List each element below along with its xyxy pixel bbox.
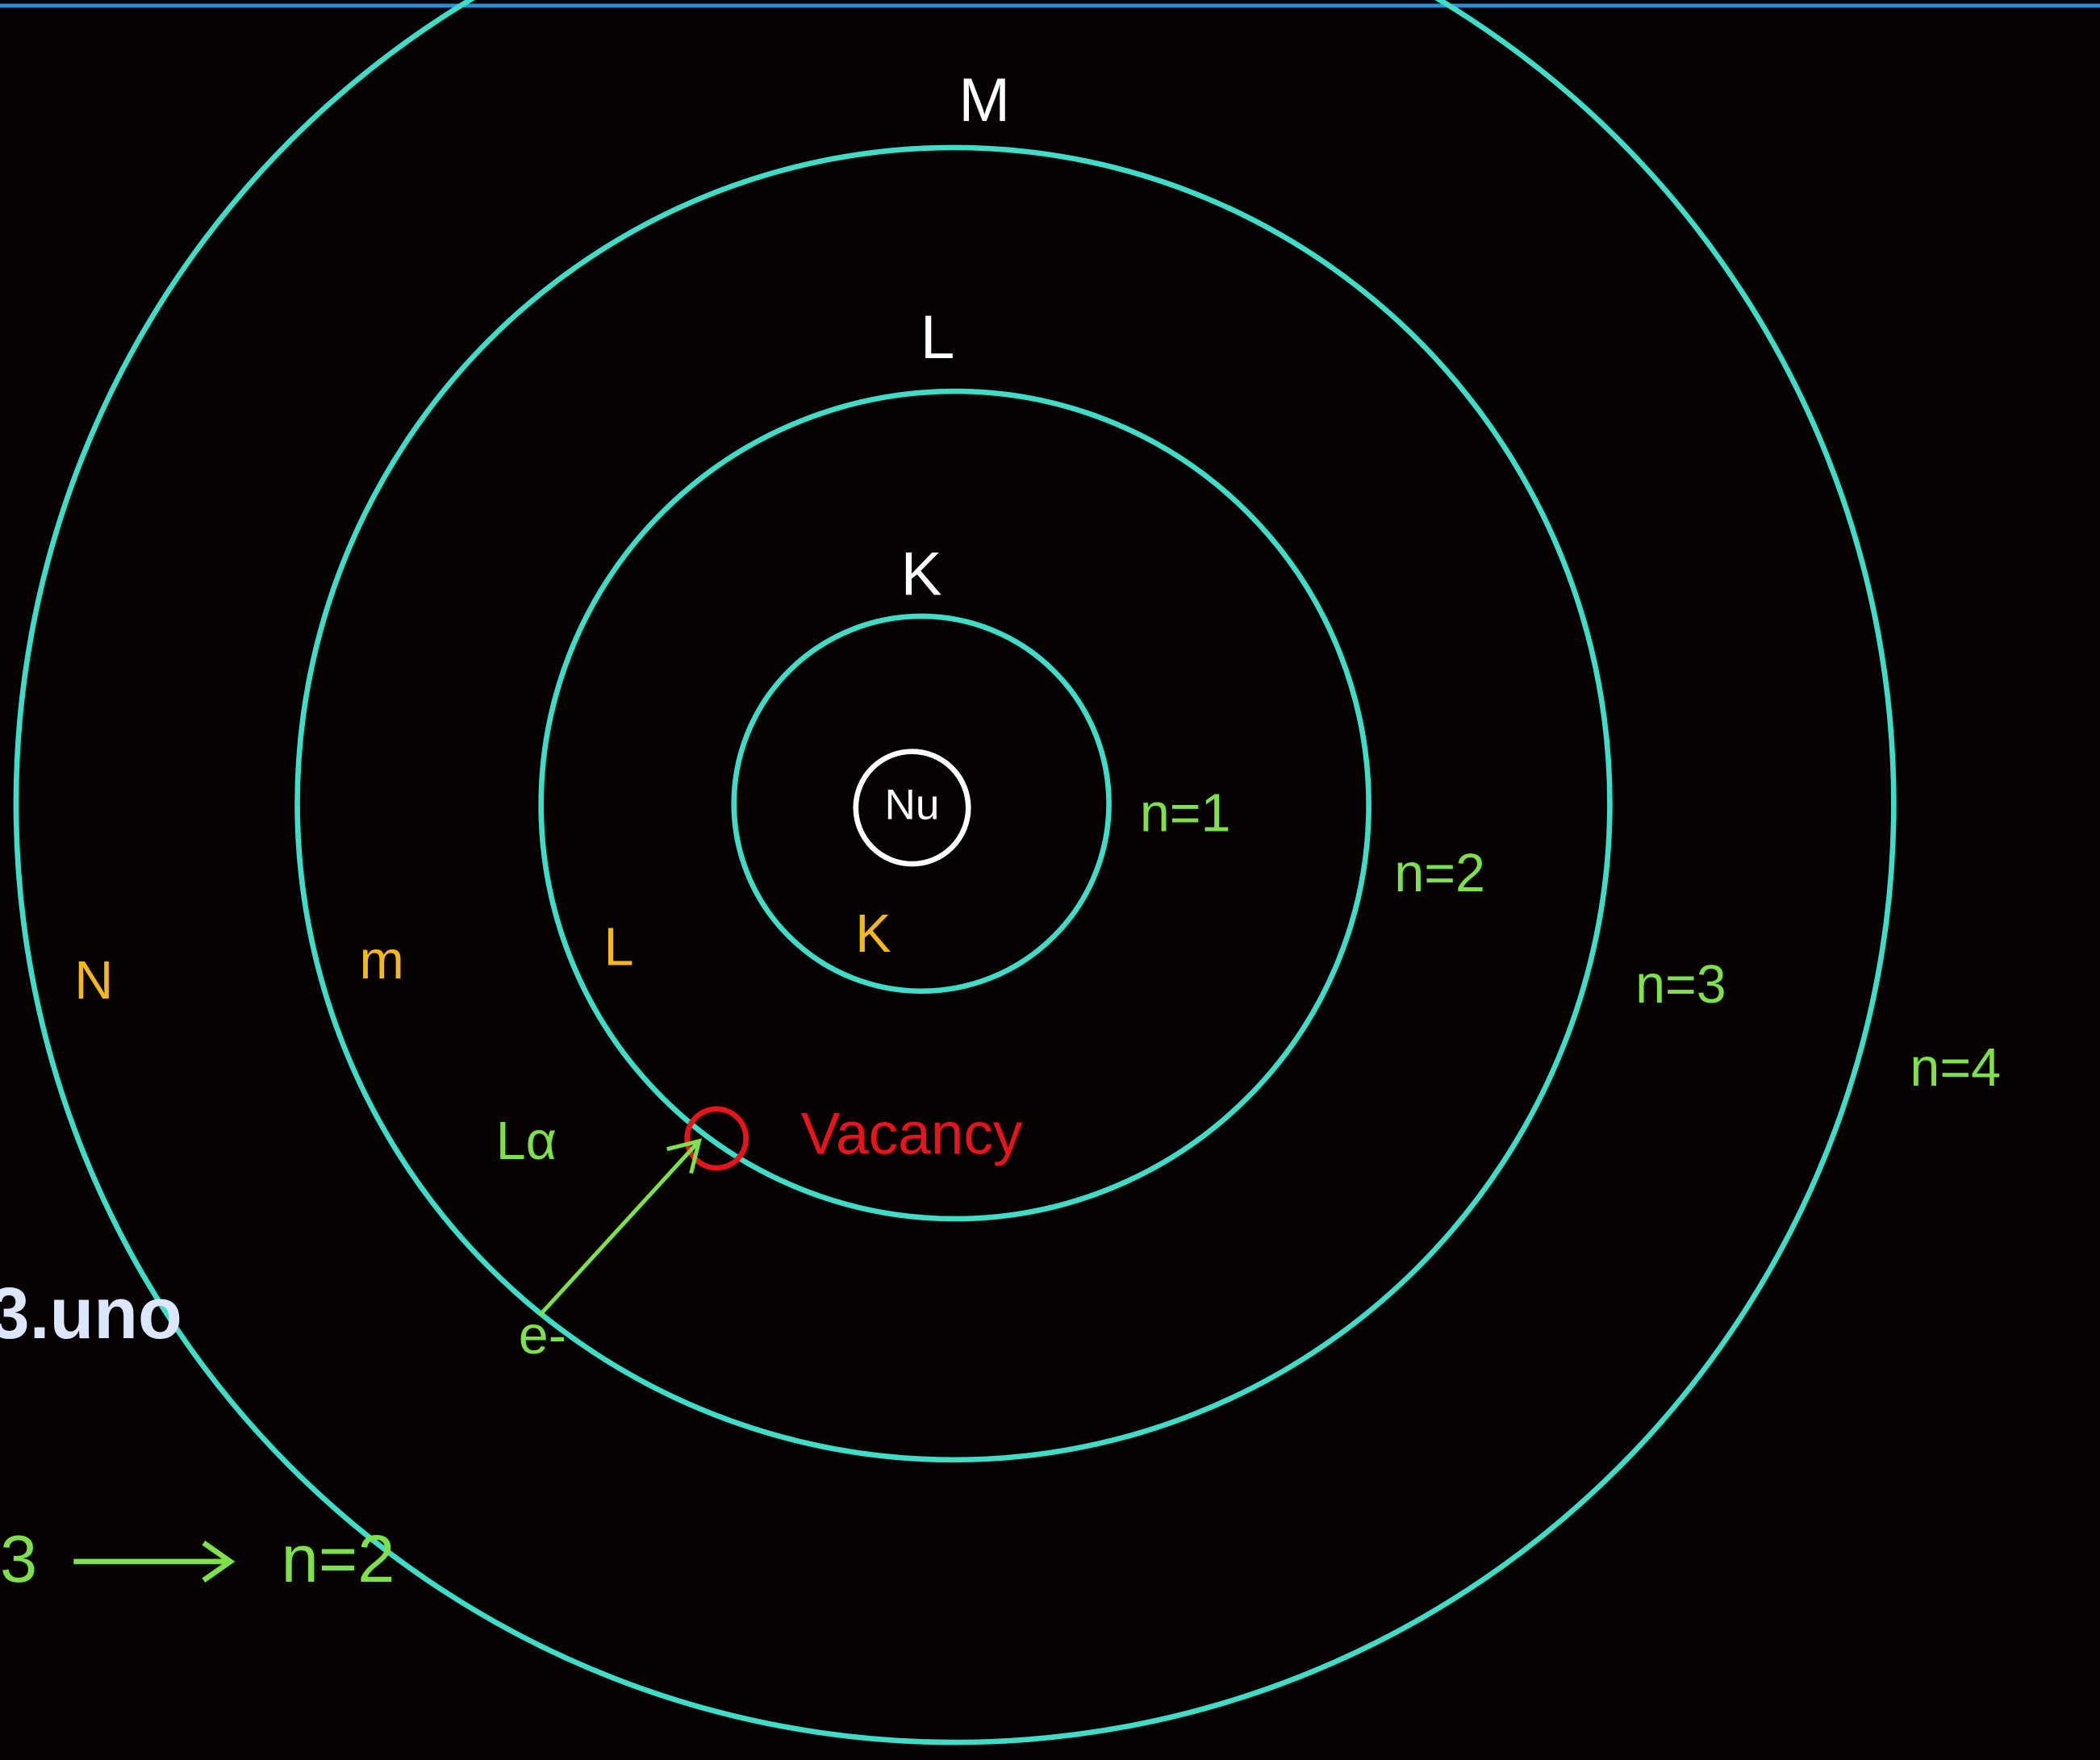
transition-arrow <box>538 1140 701 1317</box>
shell-label: K <box>901 540 942 609</box>
shell-k <box>731 613 1112 995</box>
shell-label: M <box>958 66 1010 135</box>
nucleus-ring <box>853 749 971 867</box>
note-arrow-head <box>202 1541 236 1583</box>
shell-letter: L <box>603 918 633 978</box>
quantum-label: n=4 <box>1910 1038 2001 1098</box>
vacancy-label: Vacancy <box>801 1102 1023 1167</box>
electron-label: e- <box>519 1306 566 1366</box>
nucleus-label: Nu <box>885 781 940 828</box>
shell-letter: N <box>74 951 113 1011</box>
note-from: 3 <box>0 1521 37 1596</box>
shell-label: L <box>921 303 954 372</box>
shell-m <box>294 144 1613 1463</box>
shell-n <box>13 0 1897 1745</box>
note-to: n=2 <box>282 1521 395 1596</box>
quantum-label: n=2 <box>1394 844 1485 903</box>
shells <box>13 0 1897 1745</box>
quantum-label: n=1 <box>1140 784 1231 844</box>
shell-l <box>538 388 1371 1222</box>
transition-label: Lα <box>496 1111 557 1171</box>
quantum-label: n=3 <box>1635 955 1726 1015</box>
vacancy-marker <box>684 1106 749 1171</box>
shell-letter: m <box>359 931 403 991</box>
arrow-head <box>666 1138 702 1174</box>
shell-letter: K <box>855 904 891 964</box>
watermark: 3.uno <box>0 1273 182 1353</box>
